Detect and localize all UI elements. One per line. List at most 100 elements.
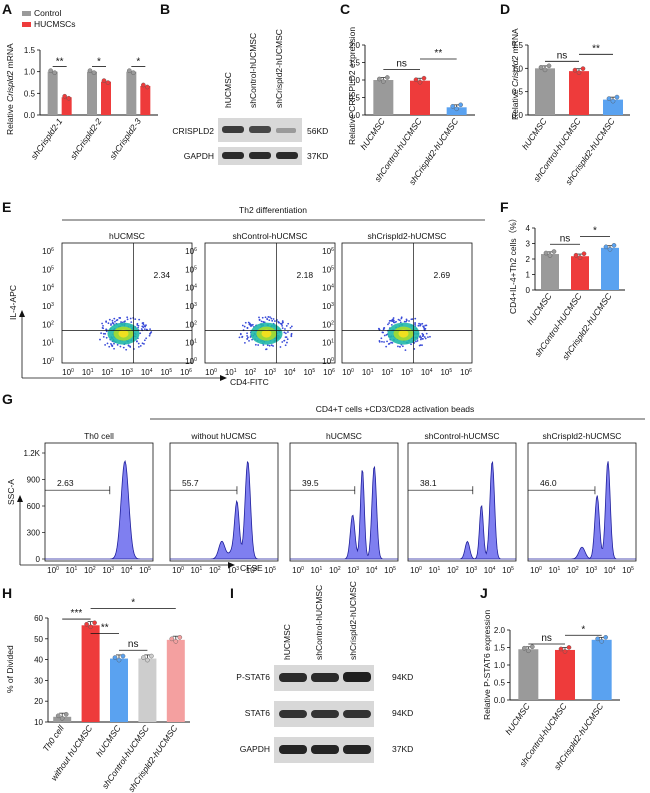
histogram-curve bbox=[528, 461, 636, 560]
histogram-title: shControl-hUCMSC bbox=[424, 431, 499, 441]
tick-exponent: 6 bbox=[469, 368, 472, 374]
flow-event bbox=[249, 325, 252, 327]
data-point bbox=[610, 98, 616, 104]
tick-exponent: 1 bbox=[437, 566, 440, 572]
flow-event bbox=[107, 322, 110, 325]
flow-event bbox=[419, 335, 422, 338]
y-tick-label: 0.0 bbox=[512, 111, 524, 120]
y-tick-label: 1.5 bbox=[494, 644, 506, 653]
flow-event bbox=[254, 343, 257, 346]
data-point bbox=[173, 639, 179, 644]
blot-band bbox=[279, 673, 307, 682]
tick-exponent: 0 bbox=[419, 566, 422, 572]
tick-exponent: 6 bbox=[51, 247, 54, 253]
data-point bbox=[603, 244, 609, 250]
y-tick-label: 105 bbox=[42, 265, 54, 274]
x-tick-label: 103 bbox=[264, 368, 276, 377]
flow-event bbox=[239, 333, 242, 336]
bar bbox=[571, 256, 589, 290]
data-point bbox=[59, 716, 65, 721]
bar bbox=[87, 71, 97, 115]
tick-exponent: 0 bbox=[181, 566, 184, 572]
data-point bbox=[88, 624, 93, 630]
gate-value: 46.0 bbox=[540, 478, 557, 488]
flow-event bbox=[246, 334, 248, 337]
flow-event bbox=[111, 344, 114, 347]
blot-band bbox=[279, 745, 307, 754]
flow-event bbox=[251, 323, 254, 326]
flow-event bbox=[104, 344, 107, 346]
y-tick-label: 0 bbox=[36, 555, 41, 564]
flow-event bbox=[421, 332, 424, 335]
flow-event bbox=[421, 344, 423, 347]
bar bbox=[569, 71, 589, 115]
y-tick-label: 101 bbox=[185, 339, 197, 348]
data-point bbox=[450, 104, 455, 109]
legend-control: Control bbox=[34, 8, 62, 18]
flow-event bbox=[383, 341, 385, 343]
bar bbox=[518, 649, 539, 700]
y-tick-label: 2 bbox=[526, 255, 531, 264]
flow-event bbox=[397, 318, 400, 321]
y-tick-label: 100 bbox=[42, 357, 54, 366]
tick-exponent: 0 bbox=[56, 566, 59, 572]
y-tick-label: 104 bbox=[322, 284, 334, 293]
tick-exponent: 3 bbox=[111, 566, 114, 572]
significance-label: ** bbox=[101, 623, 109, 634]
bar bbox=[410, 80, 430, 115]
data-point bbox=[377, 76, 382, 82]
c-plot: 0.00.51.01.52.0hUCMSCshControl-hUCMSCshC… bbox=[349, 41, 475, 187]
flow-event bbox=[382, 328, 385, 331]
blot-band bbox=[343, 710, 371, 718]
bar bbox=[101, 81, 111, 115]
x-tick-label: 100 bbox=[47, 566, 59, 575]
flow-event bbox=[290, 335, 293, 338]
y-tick-label: 1.5 bbox=[512, 41, 524, 50]
flow-plot-frame bbox=[341, 242, 473, 364]
flow-event bbox=[104, 332, 107, 335]
x-tick-label: 104 bbox=[366, 566, 378, 575]
panel-letter-b: B bbox=[160, 1, 170, 17]
data-point bbox=[112, 655, 118, 660]
flow-event bbox=[134, 318, 137, 321]
data-point bbox=[458, 102, 463, 108]
x-tick-label: 100 bbox=[292, 566, 304, 575]
flow-event bbox=[102, 336, 105, 338]
y-tick-label: 106 bbox=[322, 247, 334, 256]
flow-event bbox=[149, 328, 151, 331]
significance-label: ** bbox=[434, 48, 442, 59]
data-point bbox=[580, 66, 586, 71]
x-tick-label: 101 bbox=[311, 566, 323, 575]
histogram-title: shCrispld2-hUCMSC bbox=[543, 431, 622, 441]
data-point bbox=[595, 636, 600, 642]
flow-event bbox=[419, 323, 422, 326]
significance-label: * bbox=[136, 56, 140, 67]
flow-event bbox=[268, 319, 271, 322]
flow-event bbox=[401, 345, 404, 348]
x-tick-label: 103 bbox=[102, 566, 114, 575]
flow-event bbox=[105, 336, 108, 339]
blot-band bbox=[222, 152, 244, 159]
flow-event bbox=[126, 318, 129, 321]
data-point bbox=[421, 75, 427, 81]
tick-exponent: 0 bbox=[301, 566, 304, 572]
tick-exponent: 3 bbox=[236, 566, 239, 572]
histogram-frame bbox=[407, 442, 517, 562]
x-category-label: shCrispld2-hUCMSC bbox=[126, 723, 180, 793]
tick-exponent: 5 bbox=[393, 566, 396, 572]
flow-event bbox=[398, 345, 401, 348]
i-lane-label: hUCMSC bbox=[282, 624, 292, 660]
f-y-axis-label: CD4+IL-4+Th2 cells（%） bbox=[508, 214, 518, 314]
x-tick-label: 100 bbox=[410, 566, 422, 575]
y-tick-label: 10 bbox=[34, 718, 43, 727]
significance-label: *** bbox=[71, 608, 83, 619]
data-point bbox=[573, 252, 579, 258]
bar bbox=[555, 649, 575, 700]
x-tick-label: 101 bbox=[429, 566, 441, 575]
flow-event bbox=[246, 338, 249, 340]
flow-event bbox=[105, 321, 108, 323]
